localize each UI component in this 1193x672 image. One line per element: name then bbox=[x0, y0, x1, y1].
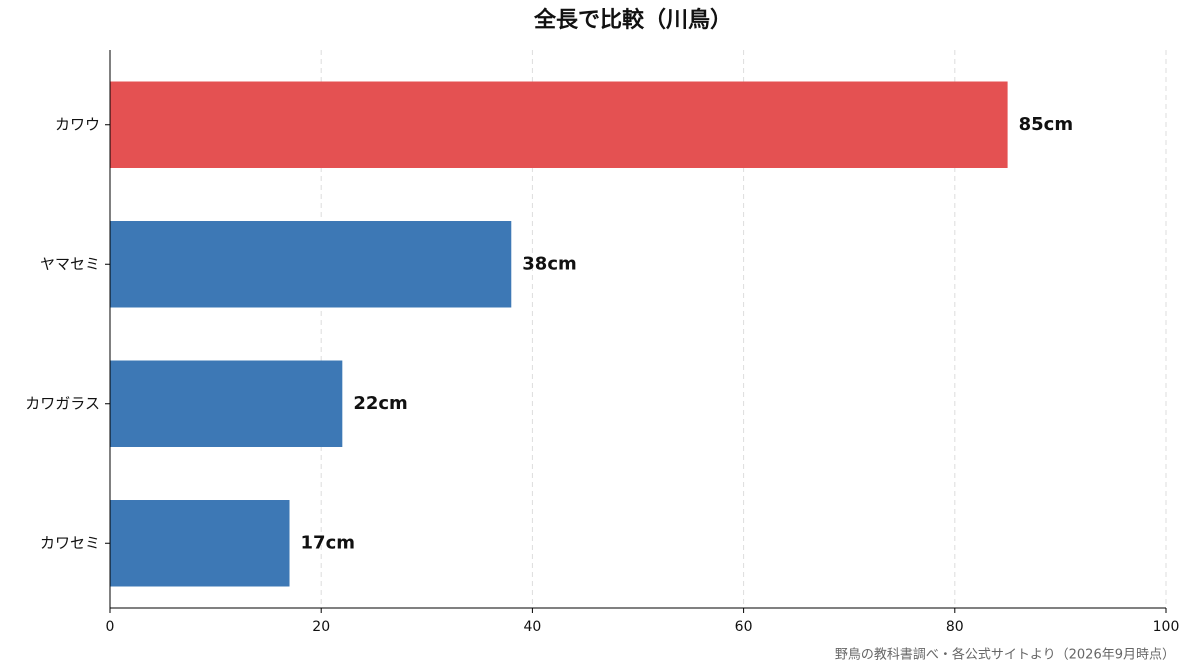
bar bbox=[110, 500, 290, 587]
x-tick-label: 40 bbox=[523, 619, 541, 635]
bar bbox=[110, 360, 343, 447]
x-tick-label: 100 bbox=[1153, 619, 1180, 635]
value-label: 85cm bbox=[1019, 114, 1073, 135]
x-tick-label: 0 bbox=[106, 619, 115, 635]
bar bbox=[110, 81, 1008, 168]
x-tick-label: 20 bbox=[312, 619, 330, 635]
y-tick-label: カワセミ bbox=[40, 534, 100, 552]
y-tick-label: カワガラス bbox=[25, 394, 100, 412]
bar bbox=[110, 221, 512, 308]
x-tick-label: 60 bbox=[735, 619, 753, 635]
x-tick-label: 80 bbox=[946, 619, 964, 635]
y-tick-label: カワウ bbox=[55, 115, 100, 133]
value-label: 38cm bbox=[522, 253, 576, 274]
chart-title: 全長で比較（川鳥） bbox=[533, 7, 732, 33]
y-tick-label: ヤマセミ bbox=[40, 255, 100, 273]
source-note: 野鳥の教科書調べ・各公式サイトより（2026年9月時点） bbox=[835, 647, 1175, 663]
value-label: 17cm bbox=[301, 532, 355, 553]
value-label: 22cm bbox=[353, 393, 407, 414]
